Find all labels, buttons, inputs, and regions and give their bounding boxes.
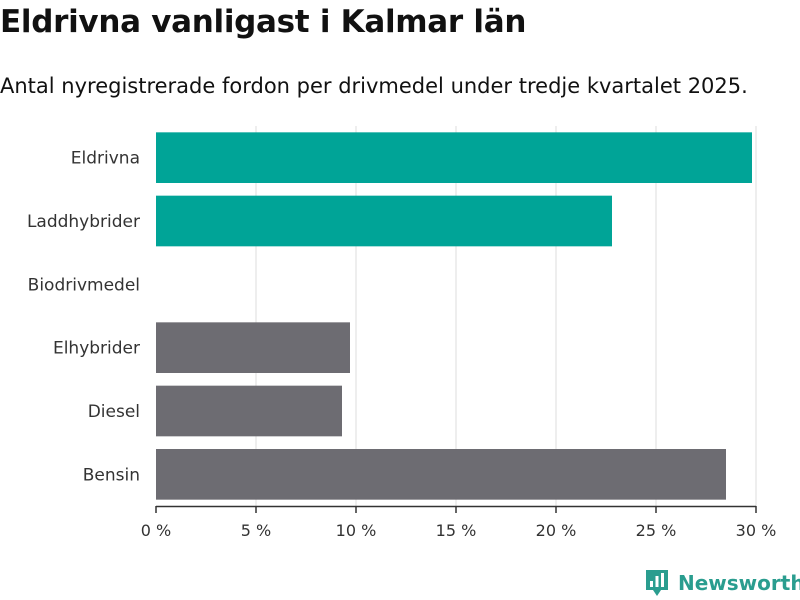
category-label: Biodrivmedel [28, 275, 140, 295]
brand-logo: Newsworthy [644, 568, 800, 598]
category-label: Bensin [83, 465, 140, 485]
x-tick-label: 0 % [141, 521, 171, 540]
chart-title: Eldrivna vanligast i Kalmar län [0, 4, 527, 40]
bar-bensin [156, 449, 726, 500]
x-tick-label: 25 % [636, 521, 677, 540]
chart-subtitle: Antal nyregistrerade fordon per drivmede… [0, 74, 748, 98]
brand-name: Newsworthy [678, 571, 800, 595]
bar-laddhybrider [156, 195, 612, 247]
category-label: Laddhybrider [27, 212, 140, 232]
bar-eldrivna [156, 132, 752, 183]
newsworthy-logo-icon [646, 570, 668, 596]
category-label: Diesel [88, 402, 140, 422]
bar-diesel [156, 385, 342, 437]
x-tick-label: 15 % [436, 521, 477, 540]
x-tick-label: 30 % [736, 521, 777, 540]
category-label: Elhybrider [53, 339, 140, 359]
x-tick-label: 10 % [336, 521, 377, 540]
bar-elhybrider [156, 322, 350, 373]
x-tick-label: 20 % [536, 521, 577, 540]
category-label: Eldrivna [71, 149, 140, 169]
x-tick-label: 5 % [241, 521, 271, 540]
